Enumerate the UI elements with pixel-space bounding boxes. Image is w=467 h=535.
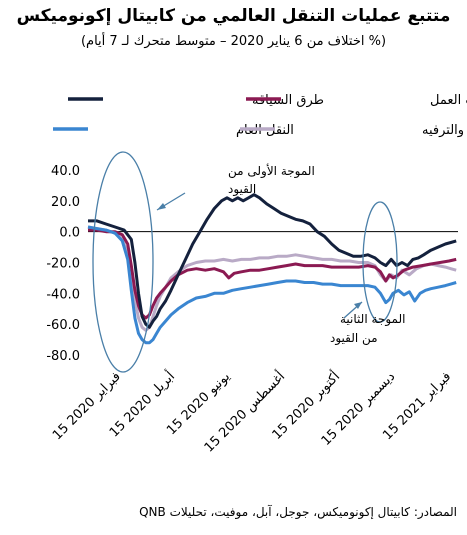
wave1-label: الموجة الأولى من xyxy=(228,163,315,179)
legend-label: طرق السياقة xyxy=(252,93,324,108)
chart-subtitle: (% اختلاف من 6 يناير 2020 – متوسط متحرك … xyxy=(80,34,387,49)
wave2-ellipse xyxy=(362,201,398,323)
y-tick-label: -80.0 xyxy=(46,349,80,364)
y-tick-label: 20.0 xyxy=(51,195,80,210)
series-line xyxy=(88,228,457,320)
axes: 40.020.00.0-20.0-40.0-60.0-80.015 فبراير… xyxy=(46,164,458,456)
y-tick-label: -40.0 xyxy=(46,287,80,302)
source-note: المصادر: كابيتال إكونوميكس، جوجل، آبل، م… xyxy=(139,505,457,519)
y-tick-label: -20.0 xyxy=(46,257,80,272)
y-tick-label: 40.0 xyxy=(51,164,80,179)
wave2-label: من القيود xyxy=(330,331,378,346)
series-line xyxy=(88,193,457,329)
annotations: الموجة الأولى من القيود الموجة الثانية من ا… xyxy=(92,151,405,373)
wave2-arrowhead xyxy=(354,302,362,309)
y-tick-label: -60.0 xyxy=(46,318,80,333)
wave2-label: الموجة الثانية xyxy=(340,312,405,327)
y-tick-label: 0.0 xyxy=(59,226,80,241)
legend-label: التجزئة والترفيه xyxy=(422,123,467,138)
legend-label: زيارات مقرات العمل xyxy=(430,93,467,108)
series-line xyxy=(87,225,457,345)
wave1-arrowhead xyxy=(157,203,166,210)
wave1-ellipse xyxy=(92,151,154,373)
chart-title: متتبع عمليات التنقل العالمي من كابيتال إ… xyxy=(16,6,451,26)
wave1-label: القيود xyxy=(228,182,256,197)
